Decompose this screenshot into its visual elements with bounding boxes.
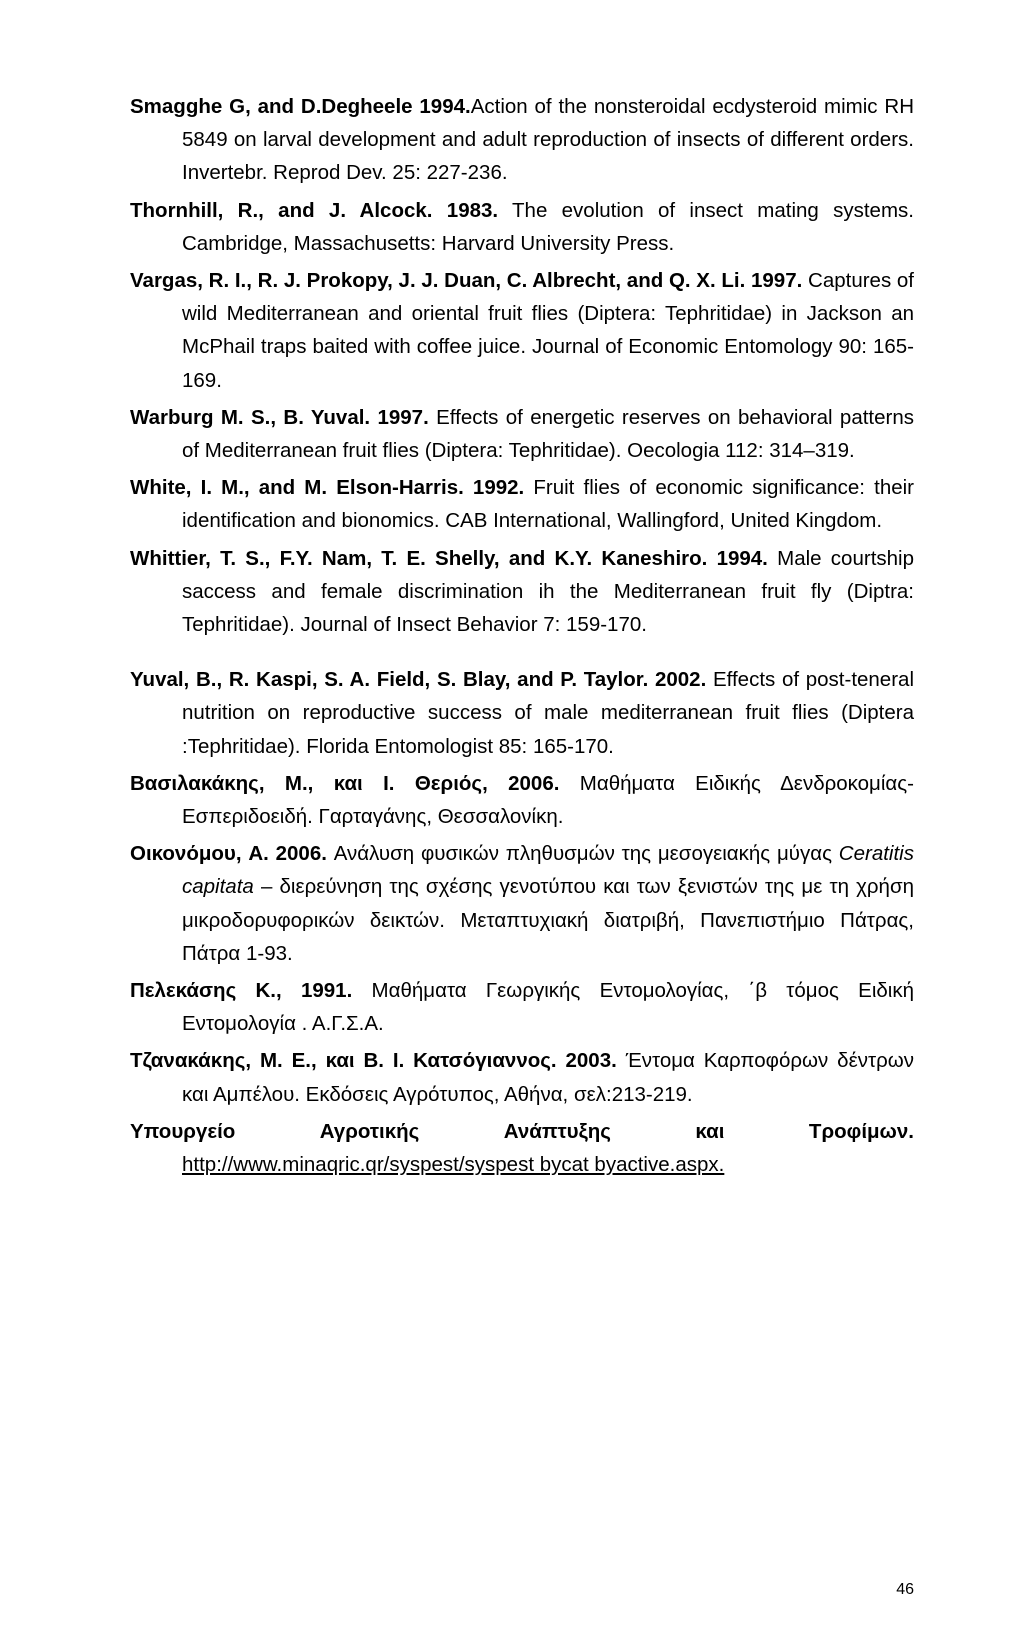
ref-authors: White, I. M., and M. Elson-Harris. 1992. xyxy=(130,476,524,499)
ref-authors: Warburg M. S., B. Yuval. 1997. xyxy=(130,406,429,429)
footer-title-row: Υπουργείο Αγροτικής Ανάπτυξης και Τροφίμ… xyxy=(130,1115,914,1148)
ref-authors: Whittier, T. S., F.Y. Nam, T. E. Shelly,… xyxy=(130,547,768,570)
footer-word: Ανάπτυξης xyxy=(504,1115,611,1148)
footer-word: Τροφίμων. xyxy=(809,1115,914,1148)
ref-body-b: – διερεύνηση της σχέσης γενοτύπου και τω… xyxy=(182,875,914,964)
reference-entry: White, I. M., and M. Elson-Harris. 1992.… xyxy=(130,471,914,537)
reference-entry: Βασιλακάκης, Μ., και I. Θεριός, 2006. Μα… xyxy=(130,767,914,833)
ref-authors: Yuval, B., R. Kaspi, S. A. Field, S. Bla… xyxy=(130,668,706,691)
footer-word: και xyxy=(695,1115,724,1148)
reference-entry: Τζανακάκης, Μ. Ε., και Β. I. Κατσόγιαννο… xyxy=(130,1044,914,1110)
reference-entry: Smagghe G, and D.Degheele 1994.Action of… xyxy=(130,90,914,190)
ref-authors: Smagghe G, and D.Degheele 1994. xyxy=(130,95,471,118)
ref-authors: Vargas, R. I., R. J. Prokopy, J. J. Duan… xyxy=(130,269,802,292)
reference-entry: Οικονόμου, A. 2006. Ανάλυση φυσικών πληθ… xyxy=(130,837,914,970)
page-number: 46 xyxy=(896,1581,914,1599)
reference-entry: Warburg M. S., B. Yuval. 1997. Effects o… xyxy=(130,401,914,467)
ref-authors: Πελεκάσης Κ., 1991. xyxy=(130,979,352,1002)
reference-entry: Vargas, R. I., R. J. Prokopy, J. J. Duan… xyxy=(130,264,914,397)
ref-body-a: Ανάλυση φυσικών πληθυσμών της μεσογειακή… xyxy=(327,842,839,865)
footer-word: Αγροτικής xyxy=(320,1115,420,1148)
footer-word: Υπουργείο xyxy=(130,1115,235,1148)
reference-entry: Πελεκάσης Κ., 1991. Μαθήματα Γεωργικής Ε… xyxy=(130,974,914,1040)
page: Smagghe G, and D.Degheele 1994.Action of… xyxy=(0,0,1024,1639)
reference-entry: Yuval, B., R. Kaspi, S. A. Field, S. Bla… xyxy=(130,663,914,763)
ref-authors: Οικονόμου, A. 2006. xyxy=(130,842,327,865)
ref-authors: Thornhill, R., and J. Alcock. 1983. xyxy=(130,199,498,222)
footer-link[interactable]: http://www.minaqric.qr/syspest/syspest b… xyxy=(130,1148,914,1181)
ref-authors: Βασιλακάκης, Μ., και I. Θεριός, 2006. xyxy=(130,772,559,795)
reference-entry: Thornhill, R., and J. Alcock. 1983. The … xyxy=(130,194,914,260)
reference-entry: Whittier, T. S., F.Y. Nam, T. E. Shelly,… xyxy=(130,542,914,642)
ref-authors: Τζανακάκης, Μ. Ε., και Β. I. Κατσόγιαννο… xyxy=(130,1049,617,1072)
